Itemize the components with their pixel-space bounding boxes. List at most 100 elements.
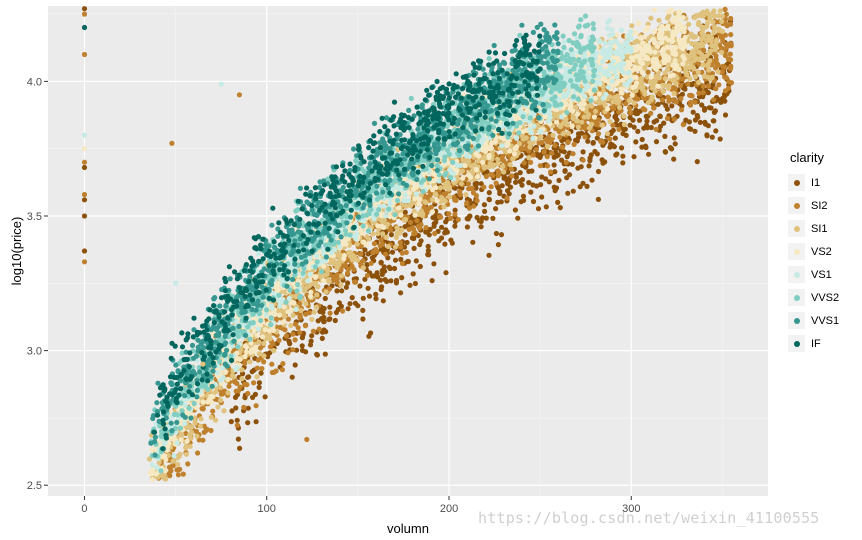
data-point-si1	[354, 241, 360, 247]
data-point-i1	[612, 114, 618, 120]
data-point-vs2	[665, 9, 671, 15]
data-point-i1	[373, 291, 379, 297]
data-point-si2	[724, 44, 730, 51]
data-point-i1	[473, 181, 479, 187]
data-point-vs2	[225, 376, 231, 382]
data-point-si2	[316, 326, 322, 332]
data-point-si1	[696, 19, 702, 26]
data-point-si1	[437, 185, 444, 191]
data-point-i1	[594, 135, 600, 141]
data-point-si2	[623, 93, 630, 99]
data-point-si1	[225, 390, 231, 396]
data-point-vs2	[380, 224, 387, 230]
data-point-vs2	[680, 14, 686, 21]
data-point-si1	[607, 119, 613, 125]
data-point-i1	[589, 177, 595, 183]
data-point-i1	[493, 206, 499, 212]
data-point-si2	[490, 173, 496, 179]
data-point-si1	[292, 293, 298, 299]
data-point-i1	[413, 258, 419, 264]
data-point-i1	[573, 137, 579, 143]
data-point-si2	[242, 360, 248, 366]
data-point-i1	[498, 232, 505, 238]
data-point-i1	[470, 239, 476, 245]
data-point-si2	[218, 391, 224, 397]
data-point-i1	[686, 119, 693, 125]
data-point-i1	[360, 307, 366, 313]
data-point-i1	[476, 218, 482, 224]
data-point-i1	[398, 290, 404, 296]
data-point-si2	[455, 216, 461, 223]
data-point-i1	[495, 242, 501, 248]
data-point-i1	[256, 380, 262, 386]
data-point-i1	[245, 374, 251, 380]
data-point-si2	[705, 83, 712, 89]
data-point-i1	[378, 259, 384, 265]
data-point-vs2	[633, 80, 640, 86]
data-point-vs2	[200, 399, 206, 405]
data-point-i1	[644, 118, 650, 124]
data-point-si2	[377, 243, 383, 249]
data-point-vs2	[507, 148, 513, 154]
data-point-i1	[590, 139, 596, 146]
data-point-i1	[702, 105, 708, 112]
data-point-si2	[185, 461, 191, 467]
data-point-i1	[386, 264, 392, 270]
data-point-si1	[629, 23, 635, 29]
data-point-si2	[685, 81, 691, 87]
data-point-si1	[239, 376, 245, 382]
data-point-i1	[595, 168, 602, 175]
data-point-si1	[538, 134, 544, 140]
data-point-i1	[702, 119, 708, 125]
data-point-vs2	[676, 67, 682, 73]
data-point-i1	[529, 168, 535, 174]
data-point-si1	[500, 164, 506, 170]
data-point-i1	[418, 238, 424, 244]
data-point-i1	[584, 183, 590, 189]
data-point-i1	[345, 280, 351, 286]
data-point-i1	[610, 143, 617, 149]
data-point-si2	[364, 272, 370, 279]
data-point-si1	[599, 122, 605, 128]
data-point-i1	[569, 161, 575, 167]
data-point-i1	[586, 163, 592, 169]
data-point-si2	[397, 240, 403, 246]
data-point-si1	[662, 75, 668, 82]
data-point-i1	[478, 224, 484, 230]
data-point-si2	[253, 403, 259, 409]
data-point-i1	[694, 159, 700, 165]
points-layer	[81, 6, 735, 483]
data-point-i1	[347, 301, 353, 307]
data-point-si2	[416, 225, 423, 231]
data-point-i1	[314, 351, 320, 357]
data-point-vs2	[651, 29, 658, 35]
data-point-i1	[580, 180, 586, 186]
data-point-i1	[256, 384, 262, 390]
data-point-si1	[699, 24, 705, 30]
data-point-i1	[669, 146, 675, 152]
data-point-si1	[631, 100, 637, 106]
data-point-si2	[241, 404, 247, 410]
data-point-si1	[717, 8, 723, 14]
data-point-si2	[699, 69, 705, 75]
data-point-i1	[237, 445, 243, 451]
data-point-i1	[417, 263, 423, 270]
data-point-si1	[709, 74, 715, 80]
data-point-si1	[648, 97, 655, 103]
data-point-si2	[403, 249, 409, 255]
data-point-si2	[626, 105, 633, 111]
data-point-i1	[234, 417, 240, 423]
data-point-i1	[506, 191, 512, 197]
data-point-i1	[393, 277, 400, 284]
data-point-si2	[254, 365, 260, 371]
data-point-si2	[331, 273, 337, 279]
data-point-i1	[235, 436, 241, 442]
data-point-si2	[724, 23, 730, 29]
data-point-i1	[432, 214, 438, 220]
data-point-si2	[571, 141, 577, 147]
data-point-i1	[245, 420, 251, 426]
data-point-i1	[402, 209, 408, 215]
data-point-i1	[705, 123, 711, 129]
data-point-vs2	[243, 349, 249, 355]
data-point-si1	[495, 156, 501, 162]
